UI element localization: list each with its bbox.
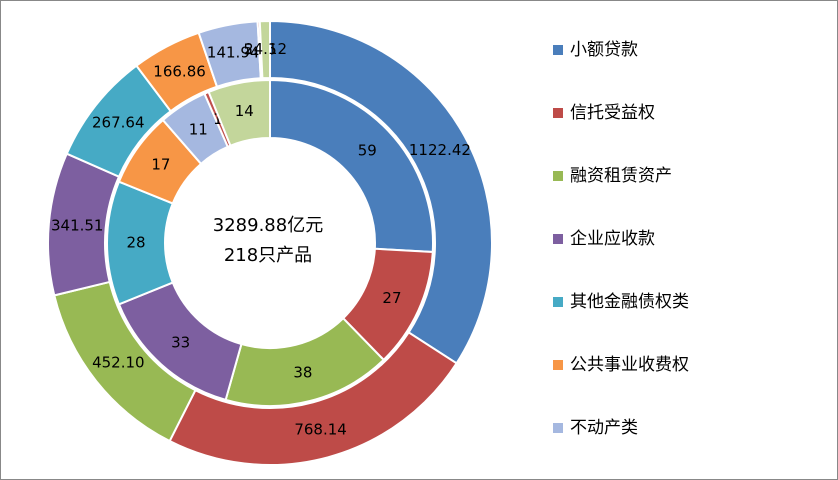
data-label: 267.64 [92,113,145,131]
data-label: 1122.42 [409,141,471,159]
legend-swatch [553,171,563,181]
data-label: 768.14 [294,420,347,438]
legend-label: 公共事业收费权 [570,355,689,375]
data-label: 14 [235,102,254,120]
legend-label: 小额贷款 [570,40,638,60]
data-label: 341.51 [51,217,104,235]
data-label: 38 [293,363,312,381]
legend-swatch [553,297,563,307]
data-label: 24.12 [244,40,287,58]
data-label: 17 [151,156,170,174]
legend-swatch [553,234,563,244]
ring-slice [258,19,271,80]
data-label: 141.94 [207,44,260,62]
data-label: 33 [171,333,190,351]
legend-swatch [553,423,563,433]
legend-label: 融资租赁资产 [570,166,672,186]
data-label: 28 [126,234,145,252]
data-label: 27 [382,289,401,307]
data-label: 166.86 [153,62,206,80]
legend-label: 其他金融债权类 [570,292,689,312]
data-label: 59 [358,141,377,159]
legend-swatch [553,108,563,118]
data-label: 11 [189,120,208,138]
ring-slice [207,78,271,148]
legend-label: 不动产类 [570,418,638,438]
center-text: 218只产品 [224,245,312,266]
ring-slice [269,78,434,254]
legend-label: 企业应收款 [570,229,655,249]
ring-slice [269,19,493,365]
data-label: 452.10 [92,354,145,372]
data-label: 1 [213,110,223,128]
legend-label: 信托受益权 [570,103,655,123]
legend-swatch [553,360,563,370]
legend-swatch [553,45,563,55]
center-text: 3289.88亿元 [213,215,323,236]
